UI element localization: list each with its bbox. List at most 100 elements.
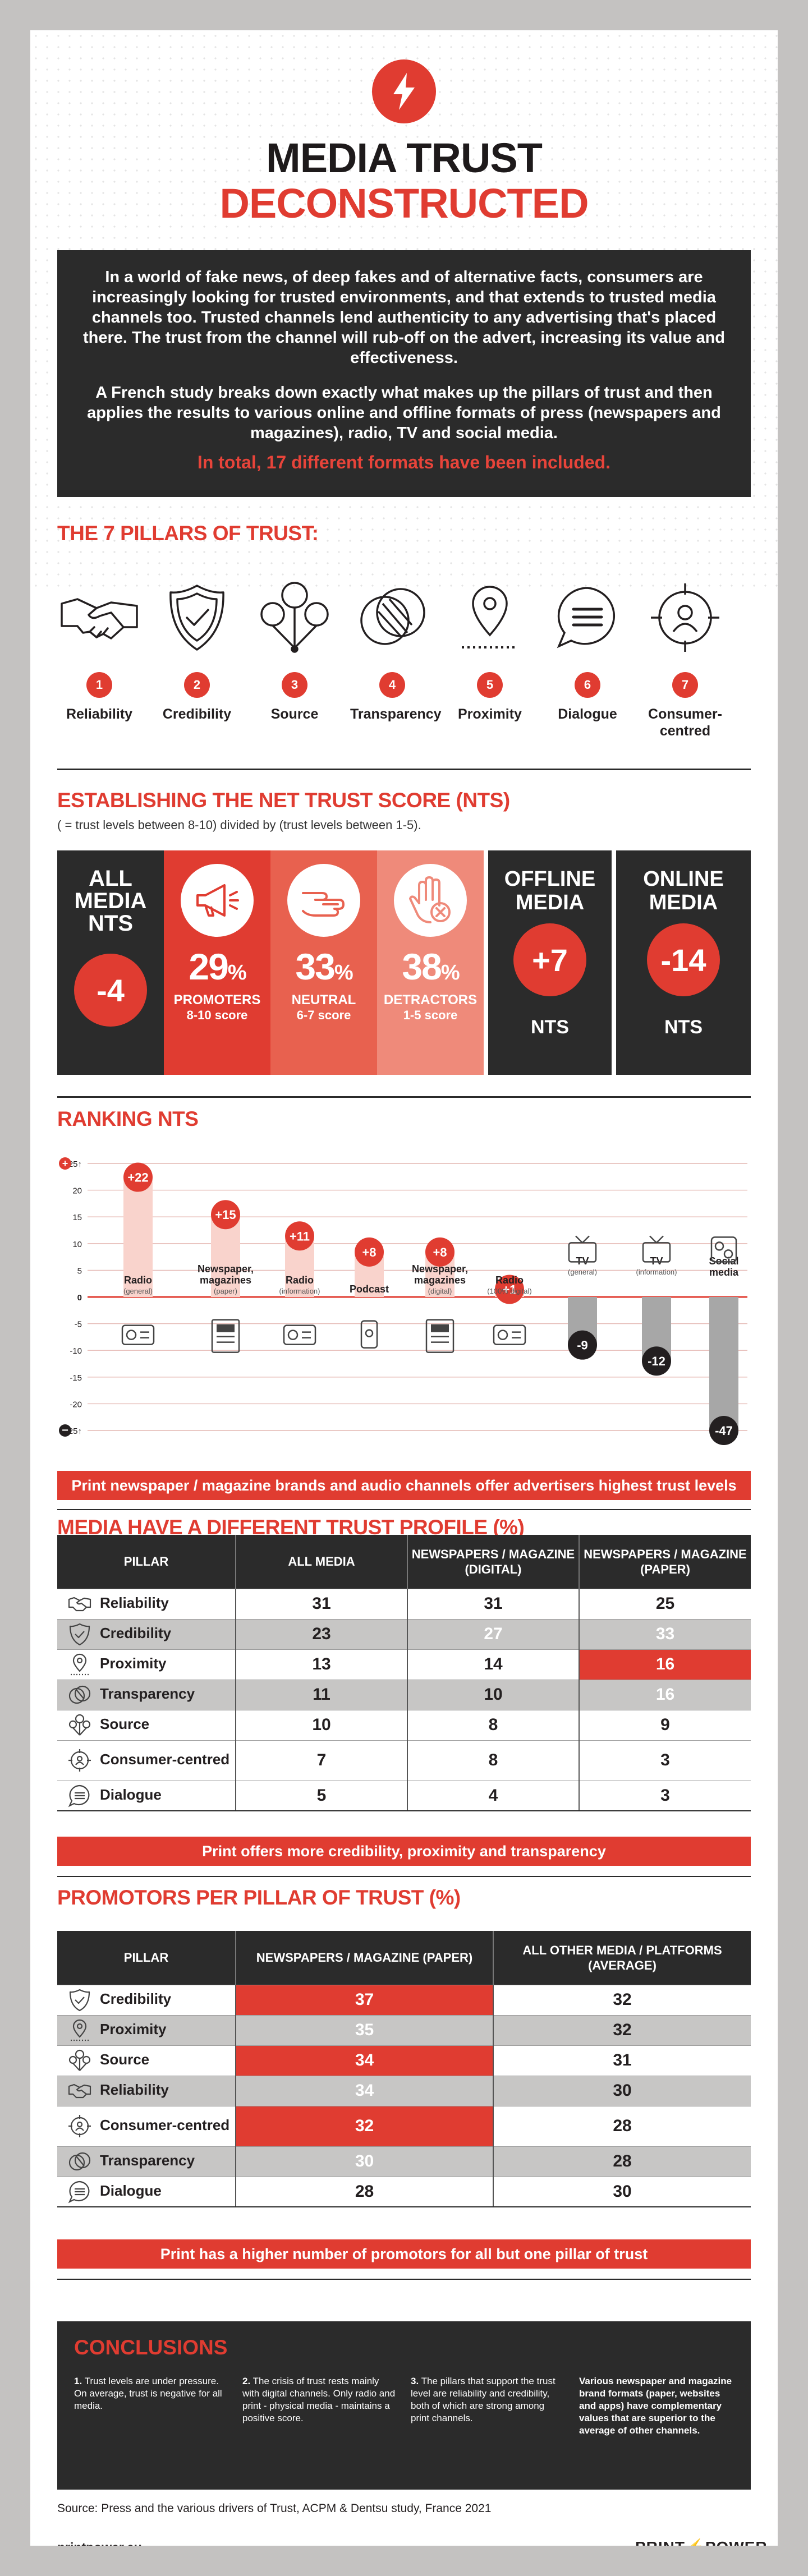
ranking-heading: RANKING NTS [57, 1107, 199, 1130]
plus-marker-icon [59, 1157, 71, 1170]
promoters-label: PROMOTERS [173, 992, 261, 1008]
value-cell: 10 [407, 1679, 580, 1710]
pillar-transparency: 4 Transparency [350, 576, 442, 723]
detractors-range: 1-5 score [403, 1008, 458, 1022]
pillar-name: Proximity [100, 2020, 167, 2037]
conclusions-heading: CONCLUSIONS [74, 2336, 228, 2359]
table-row: Dialogue 5 4 3 [57, 1780, 751, 1811]
value-cell: 31 [407, 1588, 580, 1619]
intro-paragraph-1: In a world of fake news, of deep fakes a… [82, 268, 726, 367]
category-label: TV [650, 1255, 663, 1267]
section-divider [57, 2279, 751, 2280]
source-note: Source: Press and the various drivers of… [57, 2502, 492, 2515]
column-header: NEWSPAPERS / MAGAZINE (DIGITAL) [407, 1535, 580, 1589]
value-cell: 30 [493, 2176, 751, 2207]
value-cell: 3 [579, 1780, 751, 1811]
value-cell: 37 [236, 1984, 494, 2015]
conclusion-number: 3. [411, 2376, 419, 2386]
social-icon [710, 1236, 737, 1263]
y-tick-label: 0 [77, 1293, 82, 1303]
offline-media-panel: OFFLINE MEDIA +7 NTS [488, 850, 612, 1075]
data-label: -47 [715, 1424, 733, 1438]
percent-sign: % [440, 961, 460, 985]
pillar-number: 2 [184, 672, 210, 698]
y-tick-label: -5 [75, 1320, 82, 1330]
fist-hand-icon [287, 864, 360, 937]
value-cell: 27 [407, 1618, 580, 1649]
brand-right: POWER [705, 2538, 768, 2546]
title-line-1: MEDIA TRUST [266, 135, 543, 181]
overlapping-circles-icon [350, 576, 434, 660]
pillar-cell: Credibility [57, 1984, 236, 2015]
value-cell: 16 [579, 1679, 751, 1710]
table-row: Reliability 34 30 [57, 2075, 751, 2106]
pillar-name: Reliability [100, 2081, 169, 2098]
footer-site[interactable]: printpower.eu [57, 2540, 142, 2546]
table-row: Credibility 23 27 33 [57, 1618, 751, 1649]
value-cell: 31 [236, 1588, 408, 1619]
pillar-cell: Dialogue [57, 1780, 236, 1811]
offline-label: OFFLINE MEDIA [504, 867, 596, 914]
overlapping-circles-icon [67, 1682, 92, 1707]
category-sublabel: (general) [123, 1287, 153, 1295]
stop-hand-icon [394, 864, 467, 937]
y-tick-label: -10 [70, 1346, 82, 1356]
conclusion-text: The pillars that support the trust level… [411, 2376, 556, 2423]
pillar-cell: Source [57, 1709, 236, 1740]
tv-icon [642, 1235, 671, 1263]
value-cell: 28 [493, 2105, 751, 2146]
shield-check-icon [67, 1622, 92, 1646]
plus-marker-label: + [62, 1158, 68, 1169]
pillar-number: 5 [477, 672, 503, 698]
online-media-panel: ONLINE MEDIA -14 NTS [616, 850, 751, 1075]
pillar-name: Transparency [100, 2151, 195, 2169]
value-cell: 11 [236, 1679, 408, 1710]
data-label: +11 [290, 1229, 310, 1243]
newspaper-icon [211, 1319, 240, 1353]
conclusion-number: 1. [74, 2376, 82, 2386]
data-label: +22 [127, 1171, 148, 1185]
value-cell: 25 [579, 1588, 751, 1619]
handshake-icon [67, 1591, 92, 1616]
bar-value-badge [211, 1200, 240, 1230]
radio-icon [360, 1320, 378, 1349]
bar-value-badge [285, 1221, 314, 1251]
target-person-icon [643, 576, 727, 660]
overlapping-circles-icon [67, 2149, 92, 2174]
percent-sign: % [227, 961, 247, 985]
category-sublabel: (100% digital) [487, 1287, 532, 1295]
ranking-banner: Print newspaper / magazine brands and au… [57, 1471, 751, 1500]
value-cell: 8 [407, 1709, 580, 1740]
category-sublabel: (digital) [428, 1287, 452, 1295]
percent-sign: % [334, 961, 354, 985]
pillar-number: 1 [86, 672, 112, 698]
value-cell: 16 [579, 1649, 751, 1680]
balloons-icon [252, 576, 337, 660]
bar-value-badge [123, 1162, 153, 1192]
speech-bubble-icon [545, 576, 630, 660]
newspaper-icon [425, 1319, 454, 1353]
pillar-cell: Transparency [57, 1679, 236, 1710]
pillar-cell: Consumer-centred [57, 1740, 236, 1781]
intro-highlight: In total, 17 different formats have been… [197, 452, 611, 472]
pillar-label: Consumer-centred [648, 706, 722, 739]
pillar-name: Credibility [100, 1990, 172, 2007]
brand-left: PRINT [635, 2538, 685, 2546]
pillar-number: 7 [672, 672, 698, 698]
category-sublabel: (paper) [214, 1287, 237, 1295]
pillar-label: Credibility [162, 706, 232, 722]
ranking-nts-chart: 25↑20151050-5-10-15-20-25↑+−+22Radio(gen… [59, 1157, 747, 1445]
pillar-cell: Proximity [57, 2014, 236, 2045]
pillars-heading: THE 7 PILLARS OF TRUST: [57, 522, 319, 545]
y-tick-label: 10 [72, 1240, 82, 1249]
balloons-icon [67, 2048, 92, 2073]
y-tick-label: 25↑ [68, 1160, 82, 1169]
detractors-label: DETRACTORS [383, 992, 478, 1008]
conclusion-text: The crisis of trust rests mainly with di… [242, 2376, 396, 2423]
neutral-pct-value: 33 [295, 946, 335, 987]
pillar-cell: Reliability [57, 2075, 236, 2106]
bar-value-badge [568, 1330, 597, 1360]
table-row: Proximity 13 14 16 [57, 1649, 751, 1680]
offline-unit: NTS [531, 1016, 569, 1038]
value-cell: 4 [407, 1780, 580, 1811]
